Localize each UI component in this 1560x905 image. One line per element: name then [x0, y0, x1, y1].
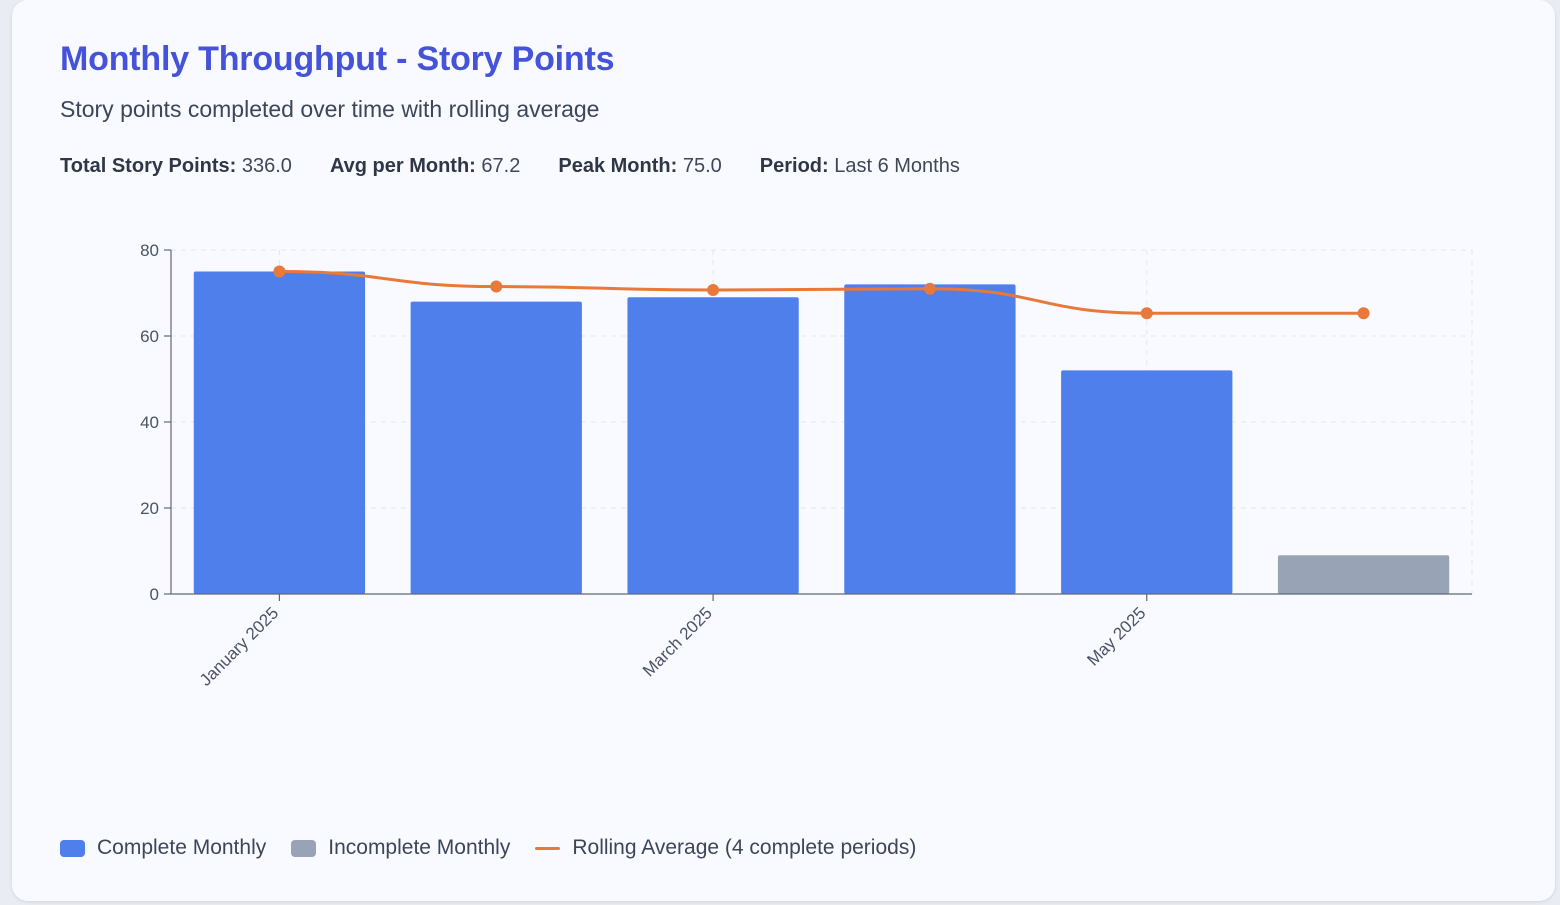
stat-avg: Avg per Month: 67.2 [330, 155, 520, 178]
y-tick-label-4: 80 [140, 241, 159, 260]
rolling-average-point-3 [923, 282, 936, 295]
legend-swatch-1 [291, 839, 317, 857]
bar-incomplete-5 [1277, 555, 1450, 594]
stat-total: Total Story Points: 336.0 [60, 155, 292, 178]
legend-label-1: Incomplete Monthly [328, 836, 511, 859]
stat-total-value: 336.0 [241, 155, 292, 177]
legend-item-1[interactable]: Incomplete Monthly [291, 836, 510, 860]
y-tick-label-2: 40 [140, 413, 159, 432]
stats-row: Total Story Points: 336.0 Avg per Month:… [60, 155, 960, 178]
bar-complete-0 [193, 271, 366, 594]
x-tick-label-4: May 2025 [1083, 603, 1149, 669]
throughput-chart: 0 20 40 60 80 January 2025 March 2025 May 2025 [140, 241, 1473, 690]
legend-item-0[interactable]: Complete Monthly [60, 836, 266, 860]
y-tick-label-3: 60 [140, 327, 159, 346]
rolling-average-point-4 [1140, 307, 1153, 320]
chart-subtitle: Story points completed over time with ro… [60, 96, 600, 122]
chart-title: Monthly Throughput - Story Points [60, 40, 615, 78]
stat-period-value: Last 6 Months [834, 155, 960, 177]
legend-label-2: Rolling Average (4 complete periods) [572, 836, 917, 859]
rolling-average-point-0 [273, 265, 286, 278]
rolling-average-point-5 [1357, 307, 1370, 320]
legend-swatch-0 [60, 839, 85, 857]
x-tick-label-2: March 2025 [639, 603, 716, 680]
y-tick-label-0: 0 [150, 585, 159, 604]
bar-complete-4 [1061, 370, 1233, 594]
stat-peak-value: 75.0 [682, 155, 722, 177]
chart-card: Monthly Throughput - Story Points Story … [12, 0, 1555, 901]
rolling-average-point-2 [707, 283, 720, 296]
bar-complete-3 [844, 284, 1016, 594]
chart-legend: Complete Monthly Incomplete Monthly Rollin… [60, 836, 941, 860]
legend-label-0: Complete Monthly [97, 836, 267, 859]
stat-peak-label: Peak Month: [558, 155, 678, 177]
legend-swatch-2 [535, 846, 561, 850]
x-tick-label-0: January 2025 [196, 603, 282, 689]
stat-peak: Peak Month: 75.0 [558, 155, 721, 178]
rolling-average-point-1 [490, 280, 503, 293]
stat-avg-label: Avg per Month: [329, 155, 476, 177]
stat-total-label: Total Story Points: [60, 155, 237, 177]
bar-complete-1 [410, 301, 582, 594]
bar-complete-2 [627, 297, 799, 594]
stat-period: Period: Last 6 Months [760, 155, 960, 178]
stat-period-label: Period: [759, 155, 829, 177]
legend-item-2[interactable]: Rolling Average (4 complete periods) [535, 836, 916, 860]
stat-avg-value: 67.2 [481, 155, 521, 177]
rolling-average-line [279, 270, 1364, 315]
y-tick-label-1: 20 [140, 499, 159, 518]
